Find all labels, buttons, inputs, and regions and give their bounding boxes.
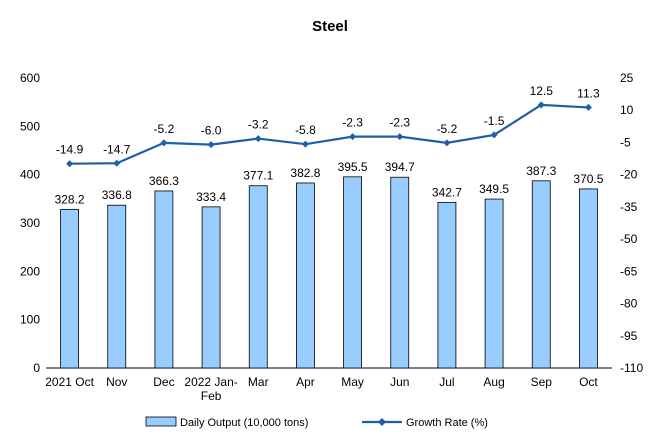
x-tick-label: Jul: [439, 375, 454, 389]
x-tick-label: May: [341, 375, 364, 389]
line-marker: [207, 141, 215, 149]
right-y-tick-label: -50: [620, 232, 638, 246]
x-tick-label: Apr: [296, 375, 315, 389]
right-y-tick-label: -5: [620, 135, 631, 149]
bar: [296, 182, 315, 369]
legend-line-label: Growth Rate (%): [406, 417, 488, 429]
line-marker: [254, 135, 262, 143]
left-y-tick-label: 200: [20, 264, 40, 278]
legend-line-marker: [378, 418, 386, 426]
bar: [60, 208, 79, 369]
growth-rate-line: [69, 103, 589, 165]
line-data-label: -5.2: [154, 122, 175, 136]
bar-data-label: 395.5: [338, 160, 368, 174]
bar-data-label: 342.7: [432, 185, 462, 199]
line-data-label: -2.3: [389, 116, 410, 130]
x-tick-label: Aug: [483, 375, 504, 389]
line-marker: [66, 160, 74, 168]
line-data-label: 12.5: [530, 84, 554, 98]
line-marker: [584, 103, 592, 111]
bar-data-label: 349.5: [479, 182, 509, 196]
x-tick-label: Mar: [248, 375, 269, 389]
right-y-tick-label: 25: [620, 71, 634, 85]
line-data-label: -3.2: [248, 118, 269, 132]
right-y-tick-label: 10: [620, 103, 634, 117]
line-data-label: -1.5: [484, 114, 505, 128]
bar: [154, 190, 174, 369]
x-tick-label: 2021 Oct: [45, 375, 94, 389]
bar-data-label: 336.8: [102, 188, 132, 202]
left-y-tick-label: 500: [20, 119, 40, 133]
x-tick-label: Sep: [531, 375, 553, 389]
line-data-label: -5.8: [295, 123, 316, 137]
right-y-tick-label: -80: [620, 297, 638, 311]
x-tick-label: Nov: [106, 375, 127, 389]
line-marker: [349, 133, 357, 141]
left-y-tick-label: 100: [20, 313, 40, 327]
bar: [531, 180, 551, 369]
bar: [390, 176, 410, 369]
bar-data-label: 366.3: [149, 174, 179, 188]
right-y-tick-label: -35: [620, 200, 638, 214]
bar-data-label: 328.2: [55, 192, 85, 206]
bar: [437, 201, 457, 369]
left-y-tick-label: 400: [20, 168, 40, 182]
line-data-label: -6.0: [201, 124, 222, 138]
bar-data-label: 377.1: [243, 169, 273, 183]
left-y-tick-label: 0: [33, 361, 40, 375]
line-data-label: 11.3: [577, 86, 600, 100]
legend-bar-label: Daily Output (10,000 tons): [180, 417, 308, 429]
x-tick-label: Jun: [390, 375, 409, 389]
right-y-tick-label: -95: [620, 329, 638, 343]
bar-data-label: 387.3: [526, 164, 556, 178]
line-marker: [490, 131, 498, 139]
bar: [107, 204, 127, 369]
line-marker: [443, 139, 451, 147]
bar: [484, 198, 504, 369]
bar-data-label: 394.7: [385, 160, 415, 174]
line-data-label: -14.7: [103, 142, 131, 156]
bar: [248, 185, 268, 369]
x-tick-label-cont: Feb: [201, 389, 222, 403]
line-data-label: -14.9: [56, 143, 84, 157]
bar-data-label: 382.8: [290, 166, 320, 180]
x-tick-label: 2022 Jan-: [184, 375, 237, 389]
right-y-tick-label: -20: [620, 168, 638, 182]
bar: [579, 188, 598, 369]
line-data-label: -2.3: [342, 116, 363, 130]
line-marker: [301, 140, 309, 148]
bar-data-label: 370.5: [573, 172, 603, 186]
line-marker: [396, 133, 404, 141]
bar: [343, 176, 362, 369]
legend-bar-swatch: [145, 416, 177, 427]
x-tick-label: Oct: [579, 375, 598, 389]
right-y-tick-label: -110: [620, 361, 643, 375]
x-tick-label: Dec: [153, 375, 174, 389]
right-y-tick-label: -65: [620, 264, 638, 278]
line-marker: [537, 101, 545, 109]
line-marker: [113, 159, 121, 167]
left-y-tick-label: 300: [20, 216, 40, 230]
line-data-label: -5.2: [437, 122, 458, 136]
bar-data-label: 333.4: [196, 190, 226, 204]
left-y-tick-label: 600: [20, 71, 40, 85]
line-marker: [160, 139, 168, 147]
chart-title: Steel: [312, 18, 348, 35]
bar: [201, 206, 221, 369]
